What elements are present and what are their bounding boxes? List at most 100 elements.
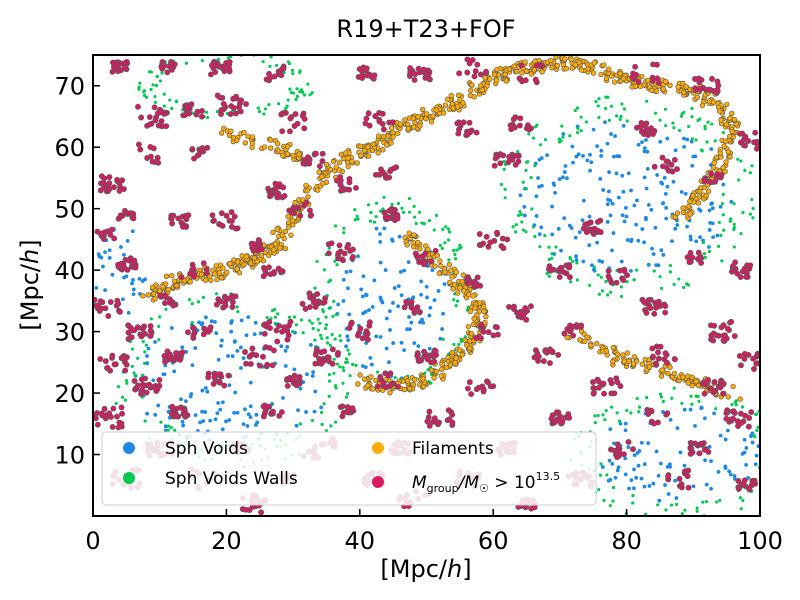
sph-voids-point bbox=[616, 465, 621, 470]
group-point bbox=[295, 204, 302, 211]
filament-point bbox=[459, 352, 465, 358]
sph-voids-walls-point bbox=[141, 373, 145, 377]
sph-voids-walls-point bbox=[602, 498, 606, 502]
sph-voids-walls-point bbox=[447, 258, 451, 262]
sph-voids-point bbox=[698, 208, 703, 213]
filament-point bbox=[554, 62, 561, 69]
sph-voids-point bbox=[623, 428, 628, 433]
group-point bbox=[532, 76, 539, 83]
sph-voids-walls-point bbox=[190, 320, 194, 325]
sph-voids-walls-point bbox=[739, 159, 743, 163]
sph-voids-walls-point bbox=[130, 364, 134, 368]
sph-voids-point bbox=[709, 147, 714, 151]
sph-voids-walls-point bbox=[273, 315, 278, 319]
sph-voids-point bbox=[390, 239, 395, 243]
filament-point bbox=[380, 147, 386, 153]
sph-voids-point bbox=[559, 248, 563, 253]
group-point bbox=[510, 116, 517, 123]
sph-voids-walls-point bbox=[603, 418, 607, 422]
sph-voids-point bbox=[642, 175, 647, 180]
sph-voids-walls-point bbox=[579, 129, 583, 133]
filament-point bbox=[603, 348, 610, 354]
group-point bbox=[111, 361, 118, 368]
sph-voids-point bbox=[369, 362, 374, 367]
filament-point bbox=[438, 263, 444, 269]
filament-point bbox=[216, 270, 223, 276]
group-point bbox=[638, 129, 645, 135]
sph-voids-point bbox=[732, 474, 737, 478]
sph-voids-walls-point bbox=[452, 342, 456, 347]
sph-voids-point bbox=[213, 319, 217, 324]
sph-voids-walls-point bbox=[407, 196, 412, 201]
sph-voids-walls-point bbox=[569, 280, 573, 284]
sph-voids-walls-point bbox=[519, 212, 523, 217]
group-point bbox=[184, 105, 191, 112]
sph-voids-point bbox=[103, 288, 108, 293]
sph-voids-walls-point bbox=[143, 361, 147, 365]
sph-voids-walls-point bbox=[748, 212, 753, 216]
sph-voids-point bbox=[613, 475, 618, 480]
filament-point bbox=[721, 143, 727, 149]
sph-voids-walls-point bbox=[521, 228, 525, 232]
filament-point bbox=[491, 71, 498, 78]
filament-point bbox=[620, 75, 627, 82]
sph-voids-point bbox=[574, 258, 579, 262]
group-point bbox=[101, 405, 108, 412]
filament-point bbox=[227, 261, 233, 267]
group-point bbox=[590, 390, 597, 397]
group-point bbox=[746, 415, 753, 421]
sph-voids-walls-point bbox=[298, 70, 302, 74]
sph-voids-walls-point bbox=[669, 503, 674, 507]
group-point bbox=[211, 374, 218, 381]
sph-voids-point bbox=[623, 456, 628, 461]
sph-voids-walls-point bbox=[718, 498, 722, 502]
sph-voids-point bbox=[742, 437, 747, 442]
sph-voids-walls-point bbox=[677, 128, 682, 133]
sph-voids-point bbox=[639, 476, 644, 481]
sph-voids-point bbox=[624, 214, 629, 219]
sph-voids-walls-point bbox=[315, 259, 319, 263]
sph-voids-point bbox=[690, 163, 695, 168]
sph-voids-point bbox=[703, 458, 707, 463]
sph-voids-point bbox=[723, 437, 728, 442]
group-point bbox=[483, 378, 490, 385]
group-point bbox=[109, 352, 116, 359]
sph-voids-point bbox=[640, 140, 644, 145]
legend-box bbox=[101, 431, 597, 506]
sph-voids-walls-point bbox=[342, 226, 346, 230]
sph-voids-point bbox=[131, 287, 136, 292]
sph-voids-point bbox=[399, 340, 404, 345]
sph-voids-walls-point bbox=[328, 305, 332, 310]
sph-voids-walls-point bbox=[631, 501, 635, 505]
group-point bbox=[732, 259, 739, 266]
group-point bbox=[155, 159, 162, 166]
group-point bbox=[546, 360, 553, 367]
group-point bbox=[316, 163, 323, 170]
group-point bbox=[467, 128, 474, 135]
legend-groups-sun: ☉ bbox=[479, 482, 489, 495]
sph-voids-walls-point bbox=[732, 245, 736, 249]
sph-voids-walls-point bbox=[306, 82, 310, 86]
sph-voids-point bbox=[682, 407, 687, 412]
sph-voids-walls-point bbox=[123, 398, 127, 402]
filament-point bbox=[722, 168, 728, 175]
sph-voids-walls-point bbox=[690, 115, 694, 119]
group-point bbox=[412, 250, 419, 257]
sph-voids-point bbox=[718, 204, 723, 209]
group-point bbox=[734, 270, 741, 277]
group-point bbox=[131, 377, 138, 384]
group-point bbox=[715, 332, 722, 339]
group-point bbox=[483, 68, 489, 75]
sph-voids-walls-point bbox=[526, 160, 530, 164]
group-point bbox=[208, 62, 215, 69]
filament-point bbox=[494, 66, 500, 73]
group-point bbox=[649, 74, 656, 81]
sph-voids-walls-point bbox=[659, 395, 664, 399]
sph-voids-walls-point bbox=[256, 106, 260, 110]
sph-voids-point bbox=[550, 204, 554, 209]
filament-point bbox=[454, 104, 461, 110]
group-point bbox=[389, 119, 396, 126]
group-point bbox=[118, 404, 125, 411]
group-point bbox=[659, 154, 666, 161]
sph-voids-point bbox=[229, 319, 234, 323]
